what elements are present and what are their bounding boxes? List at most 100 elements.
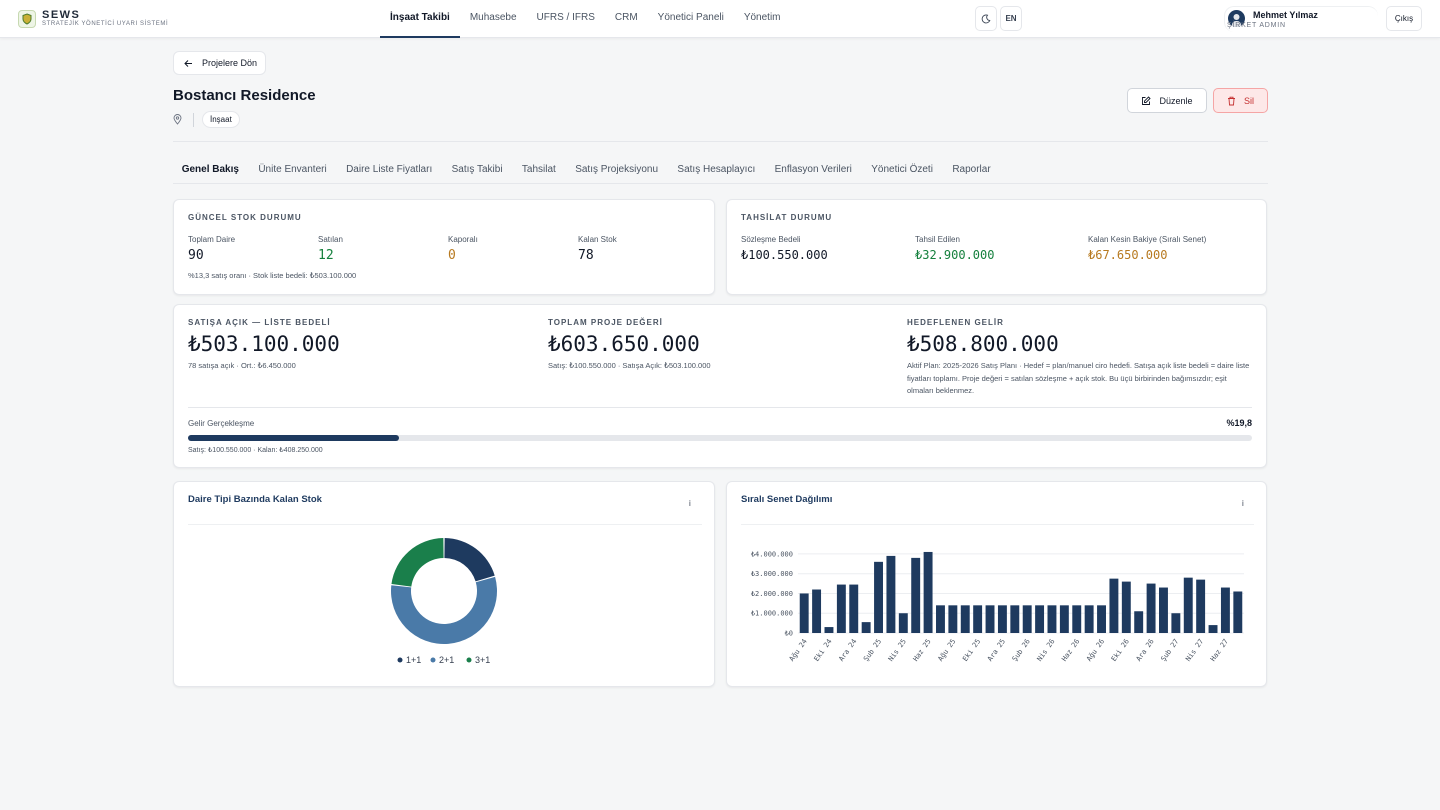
delete-button[interactable]: Sil bbox=[1213, 88, 1268, 113]
donut-slice-1+1[interactable] bbox=[444, 538, 495, 582]
bar-Eyl 24[interactable] bbox=[812, 589, 822, 633]
bar-Mar 27[interactable] bbox=[1183, 577, 1193, 633]
tab-satis-projeksiyonu[interactable]: Satış Projeksiyonu bbox=[575, 164, 659, 175]
bar-Kas 24[interactable] bbox=[836, 584, 846, 633]
edit-label: Düzenle bbox=[1159, 95, 1193, 106]
back-to-projects-button[interactable]: Projelere Dön bbox=[173, 51, 266, 75]
donut-chart: 1+1 2+1 3+1 bbox=[391, 538, 497, 665]
x-tick-label: Haz 27 bbox=[1209, 638, 1230, 663]
x-tick-label: Ağu 26 bbox=[1085, 638, 1106, 663]
brand[interactable]: SEWS STRATEJİK YÖNETİCİ UYARI SİSTEMİ bbox=[18, 10, 168, 28]
stat-label: Satılan bbox=[318, 235, 343, 244]
tab-genel-bakis[interactable]: Genel Bakış bbox=[181, 164, 239, 175]
bar-Ağu 26[interactable] bbox=[1097, 605, 1106, 633]
tab-daire-liste-fiyatlari[interactable]: Daire Liste Fiyatları bbox=[346, 164, 433, 175]
total-value-note: Satış: ₺100.550.000 · Satışa Açık: ₺503.… bbox=[548, 361, 711, 370]
donut-slice-3+1[interactable] bbox=[391, 538, 444, 587]
bar-Kas 26[interactable] bbox=[1134, 611, 1144, 633]
open-for-sale-label: SATIŞA AÇIK — LİSTE BEDELİ bbox=[188, 318, 331, 327]
bar-Eki 24[interactable] bbox=[824, 627, 834, 633]
bar-Şub 26[interactable] bbox=[1022, 605, 1032, 633]
language-button[interactable]: EN bbox=[1000, 6, 1022, 31]
shield-logo-icon bbox=[18, 10, 36, 28]
nav-muhasebe[interactable]: Muhasebe bbox=[469, 12, 517, 23]
project-meta: İnşaat bbox=[173, 111, 240, 128]
bar-Şub 25[interactable] bbox=[874, 561, 883, 633]
tab-raporlar[interactable]: Raporlar bbox=[952, 164, 991, 175]
bar-Nis 27[interactable] bbox=[1196, 579, 1206, 633]
tab-yonetici-ozeti[interactable]: Yönetici Özeti bbox=[871, 164, 933, 175]
legend-swatch bbox=[397, 657, 403, 663]
moon-icon bbox=[981, 14, 991, 23]
user-name: Mehmet Yılmaz bbox=[1253, 10, 1318, 20]
bar-Kas 25[interactable] bbox=[985, 605, 995, 633]
bar-Ağu 25[interactable] bbox=[948, 605, 958, 633]
bar-Eki 26[interactable] bbox=[1121, 581, 1131, 633]
info-icon[interactable]: i bbox=[689, 499, 691, 508]
bar-Ara 24[interactable] bbox=[849, 584, 859, 633]
nav-yonetim[interactable]: Yönetim bbox=[743, 12, 781, 23]
bar-Haz 25[interactable] bbox=[923, 551, 933, 633]
bar-Eyl 25[interactable] bbox=[960, 605, 970, 633]
card-heading: GÜNCEL STOK DURUMU bbox=[188, 213, 302, 222]
note-distribution-card: Sıralı Senet Dağılımı i ₺0 ₺1.000.000 ₺2.0… bbox=[726, 481, 1267, 687]
bar-Mar 26[interactable] bbox=[1035, 605, 1045, 633]
y-tick-label: ₺0 bbox=[785, 630, 793, 638]
bar-May 27[interactable] bbox=[1208, 625, 1218, 633]
bar-Oca 27[interactable] bbox=[1159, 587, 1168, 633]
bar-Haz 26[interactable] bbox=[1072, 605, 1082, 633]
bar-Ağu 24[interactable] bbox=[799, 593, 809, 633]
stat-deposit: Kaporalı 0 bbox=[448, 235, 478, 263]
bar-Tem 25[interactable] bbox=[936, 605, 945, 633]
stat-contract-value: Sözleşme Bedeli ₺100.550.000 bbox=[741, 235, 828, 262]
donut-slice-2+1[interactable] bbox=[391, 576, 497, 644]
tab-tahsilat[interactable]: Tahsilat bbox=[521, 164, 556, 175]
map-pin-icon bbox=[173, 114, 182, 125]
bar-May 26[interactable] bbox=[1059, 605, 1069, 633]
theme-toggle-button[interactable] bbox=[975, 6, 997, 31]
x-tick-label: Ara 26 bbox=[1135, 638, 1156, 663]
top-bar: SEWS STRATEJİK YÖNETİCİ UYARI SİSTEMİ İn… bbox=[0, 0, 1440, 38]
tab-enflasyon-verileri[interactable]: Enflasyon Verileri bbox=[774, 164, 852, 175]
target-income-note: Aktif Plan: 2025-2026 Satış Planı · Hede… bbox=[907, 361, 1250, 395]
avatar bbox=[1228, 10, 1245, 27]
bar-Tem 27[interactable] bbox=[1233, 591, 1243, 633]
bar-chart: ₺0 ₺1.000.000 ₺2.000.000 ₺3.000.000 ₺4.000.0… bbox=[751, 550, 1244, 663]
bar-Eki 25[interactable] bbox=[973, 605, 983, 633]
nav-insaat-takibi[interactable]: İnşaat Takibi bbox=[380, 0, 460, 38]
stat-label: Tahsil Edilen bbox=[915, 235, 960, 244]
x-tick-label: Eki 24 bbox=[813, 638, 834, 663]
tab-satis-hesaplayici[interactable]: Satış Hesaplayıcı bbox=[677, 164, 756, 175]
legend-swatch bbox=[466, 657, 472, 663]
user-menu[interactable]: Mehmet Yılmaz ŞİRKET ADMIN bbox=[1224, 6, 1378, 32]
tab-satis-takibi[interactable]: Satış Takibi bbox=[451, 164, 503, 175]
user-role: ŞİRKET ADMIN bbox=[1227, 22, 1286, 29]
nav-ufrs[interactable]: UFRS / IFRS bbox=[536, 12, 595, 23]
bar-Haz 27[interactable] bbox=[1220, 587, 1230, 633]
nav-yonetici-paneli[interactable]: Yönetici Paneli bbox=[657, 12, 724, 23]
bar-Ara 26[interactable] bbox=[1146, 583, 1156, 633]
x-tick-label: Nis 27 bbox=[1184, 638, 1205, 663]
bar-Oca 26[interactable] bbox=[1010, 605, 1020, 633]
bar-Şub 27[interactable] bbox=[1171, 613, 1181, 633]
x-tick-label: Şub 25 bbox=[862, 638, 883, 663]
edit-button[interactable]: Düzenle bbox=[1127, 88, 1207, 113]
tab-unite-envanteri[interactable]: Ünite Envanteri bbox=[258, 164, 327, 175]
bar-Oca 25[interactable] bbox=[861, 622, 871, 633]
y-tick-label: ₺3.000.000 bbox=[751, 570, 793, 578]
back-label: Projelere Dön bbox=[202, 58, 258, 68]
divider bbox=[188, 524, 702, 525]
nav-crm[interactable]: CRM bbox=[614, 12, 638, 23]
legend-label: 1+1 bbox=[406, 655, 421, 665]
y-tick-label: ₺4.000.000 bbox=[751, 550, 793, 558]
bar-Tem 26[interactable] bbox=[1084, 605, 1094, 633]
logout-button[interactable]: Çıkış bbox=[1386, 6, 1422, 31]
bar-Ara 25[interactable] bbox=[997, 605, 1007, 633]
info-icon[interactable]: i bbox=[1242, 499, 1244, 508]
summary-card: SATIŞA AÇIK — LİSTE BEDELİ ₺503.100.000 … bbox=[173, 304, 1267, 468]
bar-May 25[interactable] bbox=[911, 557, 921, 633]
bar-Eyl 26[interactable] bbox=[1109, 578, 1119, 633]
bar-Nis 26[interactable] bbox=[1047, 605, 1057, 633]
bar-Nis 25[interactable] bbox=[898, 613, 908, 633]
bar-Mar 25[interactable] bbox=[886, 555, 896, 633]
